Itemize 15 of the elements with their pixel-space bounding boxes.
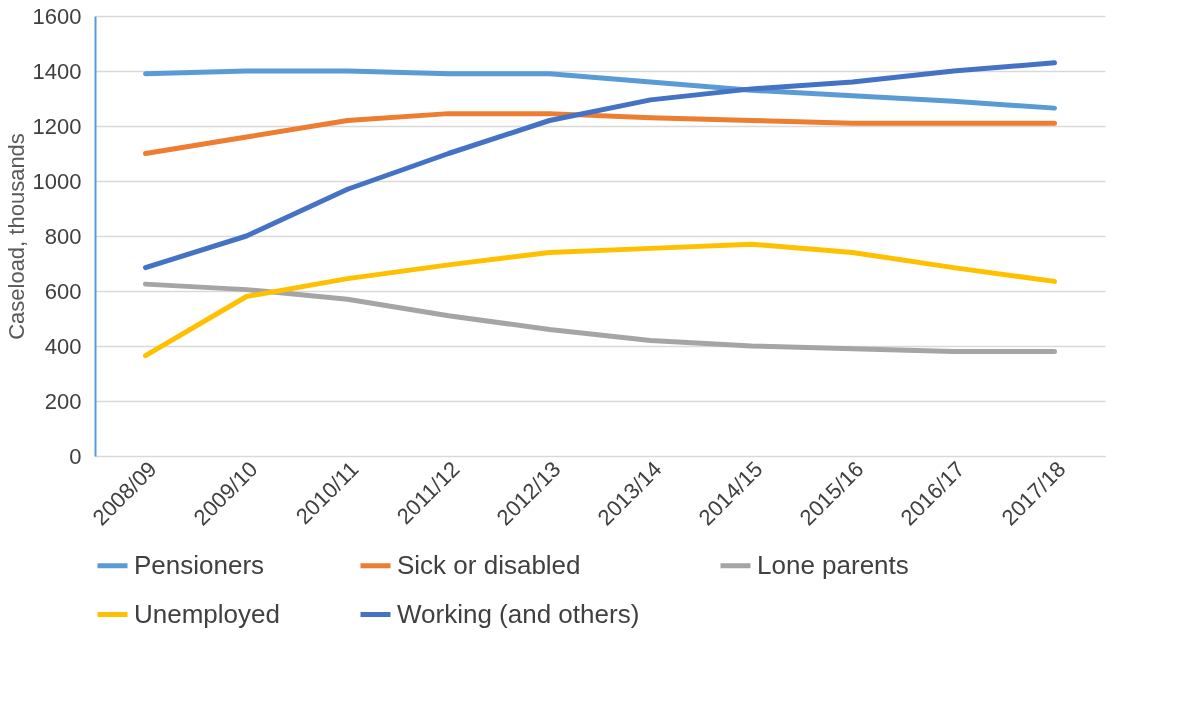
y-tick-label: 1200 [32,113,82,139]
legend-label: Lone parents [757,549,909,580]
y-tick-label: 400 [44,333,82,359]
legend-label: Unemployed [134,598,280,629]
y-tick-label: 0 [69,443,82,469]
legend-label: Working (and others) [397,598,640,629]
y-tick-label: 1600 [32,3,82,29]
legend-label: Sick or disabled [397,549,581,580]
y-axis-title: Caseload, thousands [3,133,29,340]
y-tick-label: 1000 [32,168,82,194]
legend-label: Pensioners [134,549,265,580]
y-tick-label: 1400 [32,58,82,84]
y-tick-label: 200 [44,388,82,414]
y-tick-label: 800 [44,223,82,249]
y-tick-label: 600 [44,278,82,304]
